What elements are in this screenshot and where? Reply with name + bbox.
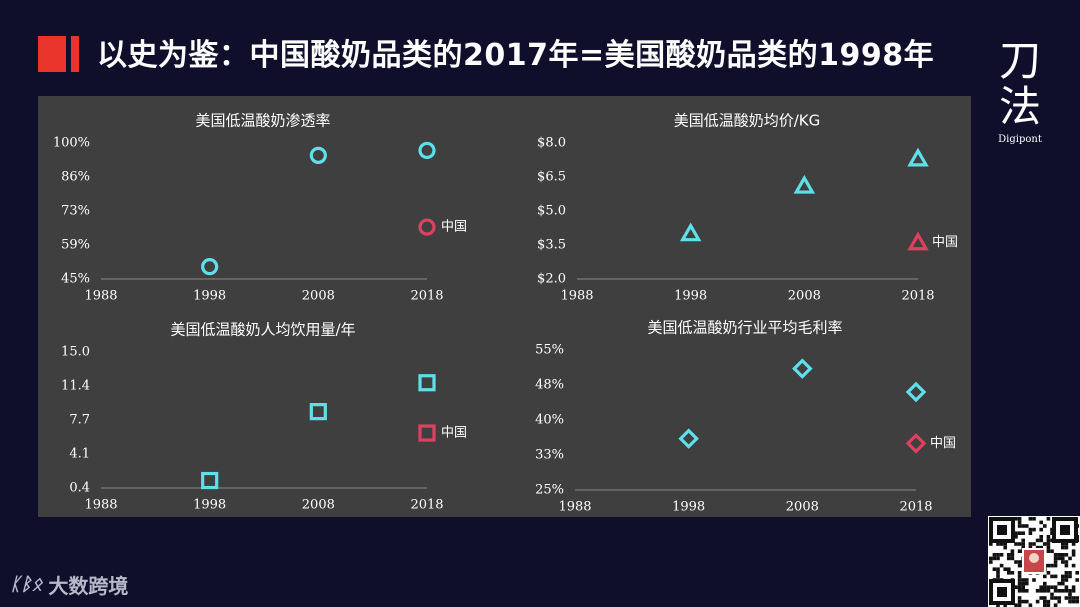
- y-tick-label: 7.7: [69, 413, 90, 428]
- chart-3: 美国低温酸奶人均饮用量/年 0.4 4.1 7.7 11.4 15.0 1988 1998 20…: [61, 321, 467, 513]
- y-tick-label: $2.0: [537, 272, 566, 287]
- chart-title: 美国低温酸奶行业平均毛利率: [647, 319, 842, 337]
- y-tick-label: 48%: [535, 378, 564, 393]
- chart-panel: [38, 96, 971, 517]
- x-tick-label: 1988: [84, 289, 117, 304]
- page-title: 以史为鉴：中国酸奶品类的2017年=美国酸奶品类的1998年: [97, 38, 935, 73]
- x-tick-label: 1998: [193, 289, 226, 304]
- chart-4: 美国低温酸奶行业平均毛利率 25% 33% 40% 48% 55% 1988 1998 2008…: [535, 319, 956, 515]
- qr-code: [988, 516, 1080, 607]
- brand-logo: 刀法 Digipont: [990, 36, 1050, 146]
- brand-mark: 刀法: [998, 36, 1041, 131]
- china-point: [907, 231, 929, 251]
- chart-2: 美国低温酸奶均价/KG $2.0 $3.5 $5.0 $6.5 $8.0 1988 1998 2…: [537, 112, 958, 304]
- x-tick-label: 2008: [786, 500, 819, 515]
- us-point: [418, 141, 436, 160]
- y-tick-label: 0.4: [69, 481, 90, 496]
- us-point: [309, 146, 327, 164]
- x-tick-label: 2008: [302, 498, 335, 513]
- china-point: [418, 218, 436, 236]
- x-tick-label: 2018: [899, 500, 932, 515]
- y-tick-label: 40%: [535, 413, 564, 428]
- watermark: ᛕᛒᛟ 大数跨境: [10, 570, 128, 599]
- x-tick-label: 2008: [302, 289, 335, 304]
- y-tick-label: 45%: [61, 272, 90, 287]
- us-point: [309, 403, 327, 421]
- chart-title: 美国低温酸奶人均饮用量/年: [170, 321, 355, 339]
- chart-1: 美国低温酸奶渗透率 45% 59% 73% 86% 100% 1988 1998 2008 201…: [53, 112, 467, 304]
- series-label: 中国: [932, 235, 958, 250]
- series-label: 中国: [441, 426, 467, 441]
- series-label: 中国: [930, 436, 956, 451]
- y-tick-label: $5.0: [537, 204, 566, 219]
- y-tick-label: $8.0: [537, 136, 566, 151]
- y-tick-label: $6.5: [537, 170, 566, 185]
- y-tick-label: 11.4: [61, 379, 90, 394]
- chart-title: 美国低温酸奶均价/KG: [674, 112, 821, 130]
- brand-sub: Digipont: [998, 134, 1042, 145]
- x-tick-label: 2018: [901, 289, 934, 304]
- y-tick-label: 15.0: [61, 345, 90, 360]
- x-tick-label: 1988: [84, 498, 117, 513]
- x-tick-label: 2018: [410, 498, 443, 513]
- y-tick-label: 73%: [61, 204, 90, 219]
- watermark-logo: ᛕᛒᛟ: [10, 574, 43, 595]
- y-tick-label: 4.1: [69, 447, 90, 462]
- chart-title: 美国低温酸奶渗透率: [195, 112, 330, 130]
- x-tick-label: 2008: [788, 289, 821, 304]
- china-point: [418, 424, 436, 442]
- y-tick-label: $3.5: [537, 238, 566, 253]
- y-tick-label: 59%: [61, 238, 90, 253]
- y-tick-label: 86%: [61, 170, 90, 185]
- x-tick-label: 1998: [674, 289, 707, 304]
- us-point: [679, 222, 702, 242]
- us-point: [201, 258, 219, 276]
- x-tick-label: 2018: [410, 289, 443, 304]
- title-mark-bar: [71, 36, 79, 72]
- us-point: [793, 174, 816, 194]
- x-tick-label: 1998: [193, 498, 226, 513]
- us-point: [905, 381, 927, 403]
- y-tick-label: 100%: [53, 136, 90, 151]
- us-point: [678, 428, 699, 449]
- us-point: [792, 358, 813, 379]
- china-point: [905, 433, 927, 454]
- title-mark-block: [38, 36, 66, 72]
- us-point: [201, 471, 219, 490]
- y-tick-label: 55%: [535, 343, 564, 358]
- title-mark: [38, 36, 82, 72]
- us-point: [418, 374, 436, 392]
- series-label: 中国: [441, 220, 467, 235]
- y-tick-label: 25%: [535, 483, 564, 498]
- y-tick-label: 33%: [535, 448, 564, 463]
- x-tick-label: 1998: [672, 500, 705, 515]
- x-tick-label: 1988: [560, 289, 593, 304]
- us-point: [907, 147, 929, 167]
- watermark-text: 大数跨境: [48, 574, 129, 598]
- x-tick-label: 1988: [558, 500, 591, 515]
